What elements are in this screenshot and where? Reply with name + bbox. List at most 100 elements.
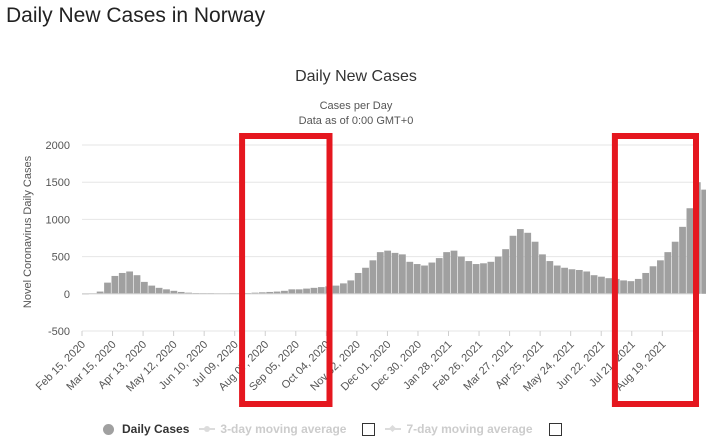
bar[interactable] (170, 290, 178, 294)
y-tick-label: -500 (48, 326, 70, 338)
bar[interactable] (126, 271, 134, 294)
bar[interactable] (406, 261, 414, 294)
bar[interactable] (111, 275, 119, 294)
bar[interactable] (502, 249, 509, 294)
bar[interactable] (546, 261, 554, 294)
bar[interactable] (155, 287, 163, 294)
bar[interactable] (524, 232, 532, 294)
y-tick-label: 500 (52, 252, 70, 264)
legend-label: 7-day moving average (406, 422, 533, 436)
bar[interactable] (163, 289, 170, 294)
bar[interactable] (399, 254, 406, 294)
y-tick-label: 0 (64, 289, 70, 301)
checkbox-3-day[interactable] (362, 422, 376, 436)
circle-marker-icon (103, 423, 114, 435)
bar[interactable] (391, 252, 399, 294)
bar[interactable] (177, 291, 185, 294)
bar[interactable] (701, 189, 706, 294)
line-diamond-marker-icon (385, 424, 402, 434)
bar[interactable] (494, 256, 502, 294)
legend-label: 3-day moving average (220, 422, 347, 436)
bar[interactable] (472, 264, 480, 294)
bar[interactable] (539, 254, 546, 294)
bar[interactable] (258, 292, 266, 294)
bar[interactable] (634, 278, 642, 294)
bar[interactable] (288, 289, 296, 294)
bar[interactable] (332, 285, 340, 294)
bar[interactable] (104, 282, 111, 294)
bar[interactable] (671, 241, 679, 294)
bar[interactable] (421, 265, 428, 294)
bar[interactable] (450, 250, 458, 294)
bar[interactable] (480, 263, 487, 294)
legend-item-7-day-average[interactable]: 7-day moving average (385, 422, 562, 436)
bar[interactable] (310, 287, 318, 294)
chart-subtitle-line1: Cases per Day (320, 100, 393, 112)
grid-lines (82, 144, 696, 332)
bar[interactable] (443, 252, 451, 294)
bar[interactable] (553, 265, 561, 294)
checkbox-7-day[interactable] (548, 422, 562, 436)
bar[interactable] (649, 266, 657, 294)
bar[interactable] (605, 278, 613, 294)
bar[interactable] (428, 262, 436, 294)
y-tick-label: 1500 (46, 177, 70, 189)
bar[interactable] (347, 280, 355, 294)
bar[interactable] (620, 280, 627, 294)
bar[interactable] (413, 264, 421, 294)
bar[interactable] (686, 208, 694, 294)
bar-series (82, 182, 706, 295)
bar[interactable] (133, 275, 141, 294)
bar[interactable] (317, 287, 325, 294)
bar[interactable] (531, 241, 539, 294)
bar[interactable] (487, 261, 495, 294)
bar[interactable] (273, 291, 281, 294)
bar[interactable] (583, 271, 591, 294)
legend-item-3-day-average[interactable]: 3-day moving average (199, 422, 376, 436)
bar[interactable] (575, 269, 583, 294)
page-title: Daily New Cases in Norway (6, 4, 266, 27)
line-marker-icon (199, 424, 216, 434)
legend-item-daily-cases[interactable]: Daily Cases (103, 422, 189, 436)
bar[interactable] (369, 260, 377, 294)
bar[interactable] (376, 252, 384, 294)
bar[interactable] (627, 281, 635, 294)
bar[interactable] (281, 290, 288, 294)
y-axis-label: Novel Coronavirus Daily Cases (22, 155, 34, 308)
bar[interactable] (118, 272, 126, 294)
bar[interactable] (598, 276, 605, 294)
bar[interactable] (96, 291, 104, 294)
bar[interactable] (148, 285, 156, 294)
bar[interactable] (340, 283, 347, 294)
bar[interactable] (266, 291, 274, 294)
bar[interactable] (251, 292, 259, 294)
y-axis-ticks: -500 0 500 1000 1500 2000 (46, 140, 70, 338)
bar[interactable] (303, 288, 310, 294)
bar[interactable] (465, 261, 473, 294)
bar[interactable] (516, 229, 524, 294)
bar[interactable] (679, 226, 686, 294)
bar[interactable] (657, 260, 664, 294)
bar[interactable] (561, 267, 568, 294)
bar[interactable] (590, 275, 598, 294)
y-tick-label: 1000 (46, 214, 70, 226)
highlight-boxes (239, 133, 699, 407)
bar[interactable] (384, 250, 392, 294)
bar[interactable] (295, 289, 303, 294)
legend-label: Daily Cases (122, 422, 190, 436)
bar[interactable] (435, 258, 443, 294)
highlight-box (239, 133, 333, 407)
bar[interactable] (185, 292, 192, 294)
bar[interactable] (664, 252, 672, 294)
chart-subtitle-line2: Data as of 0:00 GMT+0 (299, 115, 414, 127)
y-tick-label: 2000 (46, 140, 70, 152)
bar[interactable] (362, 267, 369, 294)
bar[interactable] (354, 272, 362, 294)
bar[interactable] (568, 269, 576, 294)
bar[interactable] (457, 256, 465, 294)
bar[interactable] (642, 272, 650, 294)
bar[interactable] (509, 235, 517, 294)
bar[interactable] (140, 281, 148, 294)
